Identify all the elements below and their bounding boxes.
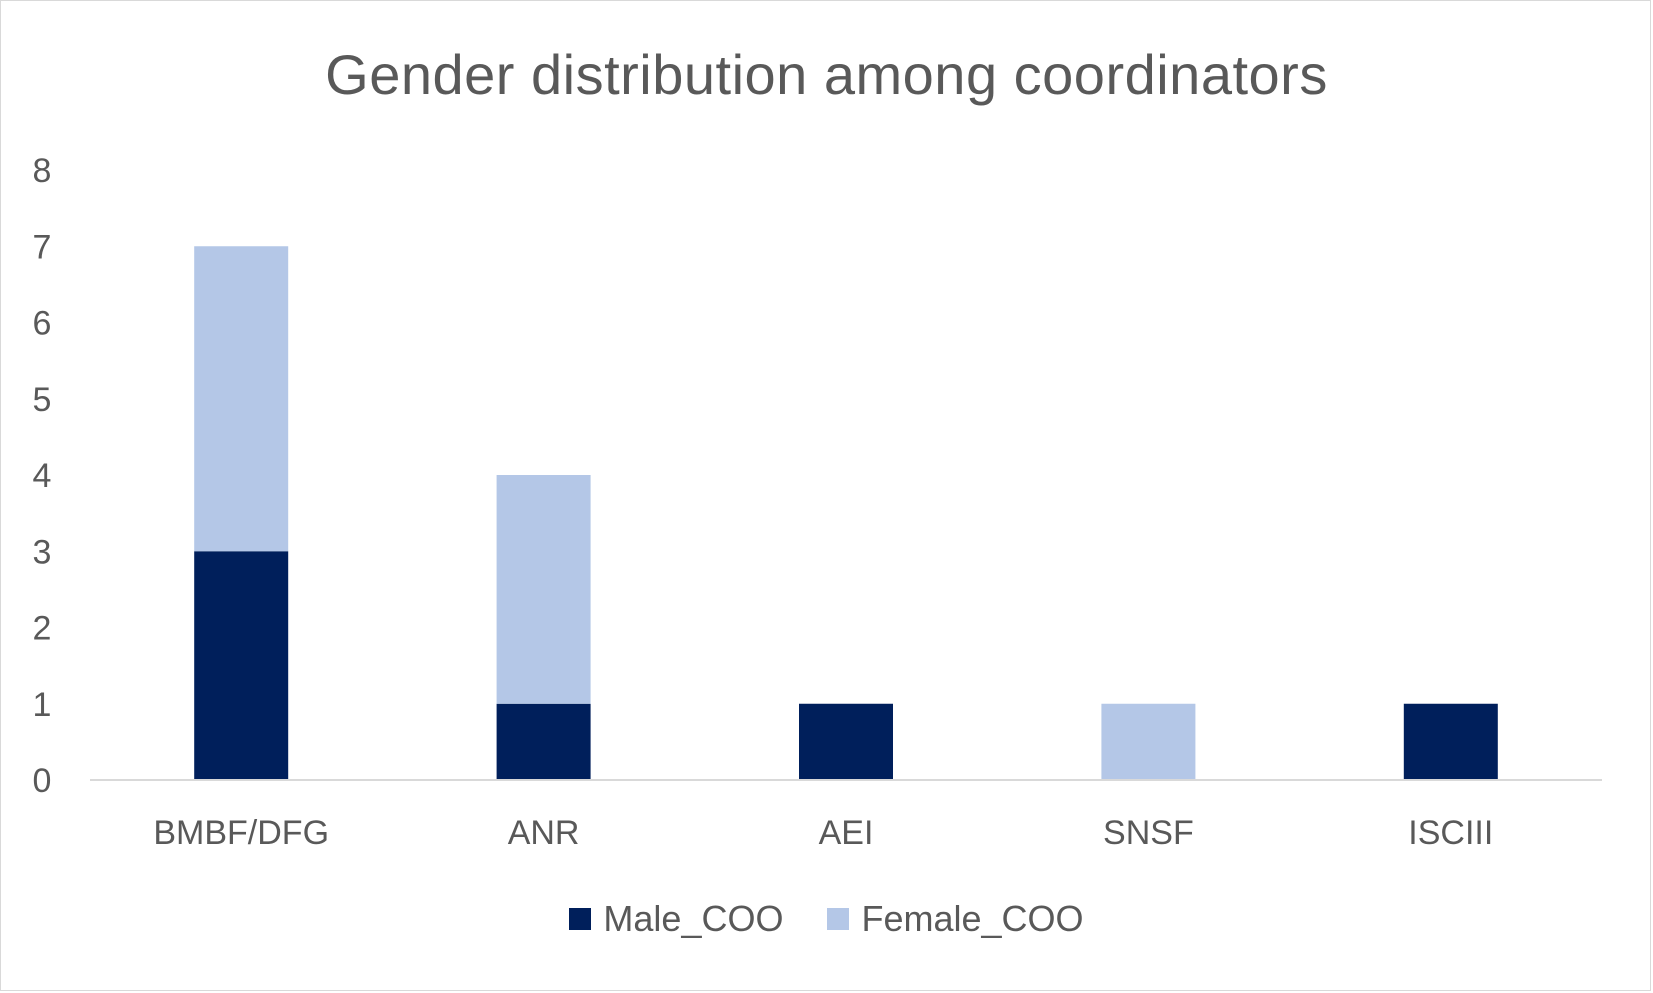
x-tick-label-0: BMBF/DFG: [153, 814, 329, 852]
legend-swatch-male: [569, 908, 592, 930]
bar-female-coo-1: [496, 475, 591, 704]
bar-male-coo-4: [1403, 703, 1498, 780]
x-tick-label-3: SNSF: [1103, 814, 1194, 852]
x-tick-label-2: AEI: [819, 814, 874, 852]
bar-male-coo-1: [496, 703, 591, 780]
y-tick-label-1: 1: [33, 686, 52, 724]
y-tick-label-3: 3: [33, 533, 52, 571]
legend-item-female: Female_COO: [827, 898, 1084, 940]
x-tick-label-4: ISCIII: [1408, 814, 1493, 852]
bar-female-coo-0: [194, 246, 289, 552]
legend-label-male: Male_COO: [603, 898, 784, 939]
y-axis-ticks: 0 1 2 3 4 5 6 7 8: [33, 152, 52, 800]
y-tick-label-5: 5: [33, 381, 52, 419]
bar-female-coo-3: [1101, 703, 1196, 780]
chart-title: Gender distribution among coordinators: [325, 43, 1328, 106]
y-tick-label-7: 7: [33, 228, 52, 266]
y-tick-label-0: 0: [33, 762, 52, 800]
legend-item-male: Male_COO: [569, 898, 783, 940]
legend: Male_COO Female_COO: [0, 898, 1653, 940]
bar-male-coo-0: [194, 551, 289, 780]
y-tick-label-8: 8: [33, 152, 52, 190]
bars: [194, 246, 1498, 780]
bar-male-coo-2: [799, 703, 893, 780]
x-tick-label-1: ANR: [508, 814, 580, 852]
legend-label-female: Female_COO: [861, 898, 1084, 939]
y-tick-label-6: 6: [33, 305, 52, 343]
y-tick-label-4: 4: [33, 457, 52, 495]
legend-swatch-female: [827, 908, 850, 930]
x-axis-ticks: BMBF/DFG ANR AEI SNSF ISCIII: [153, 814, 1493, 852]
y-tick-label-2: 2: [33, 610, 52, 648]
